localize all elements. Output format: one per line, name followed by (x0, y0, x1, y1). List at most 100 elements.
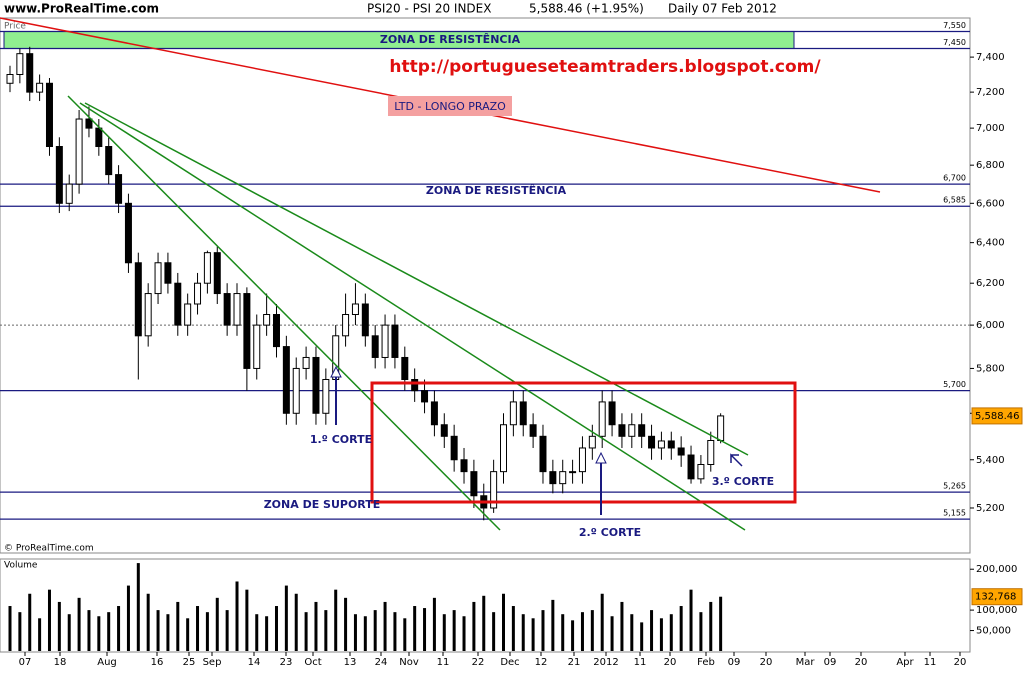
x-tick-label: 13 (344, 657, 357, 668)
y-tick-label: 7,000 (976, 123, 1005, 134)
volume-bar (47, 589, 51, 651)
candle-body (588, 435, 596, 449)
candle-body (65, 183, 73, 204)
level-label: 6,585 (943, 196, 966, 205)
volume-bar (541, 610, 545, 651)
candle-body (391, 324, 399, 358)
volume-bar (551, 599, 555, 651)
volume-bar (442, 614, 446, 651)
volume-bar (462, 616, 466, 651)
y-tick-label: 6,800 (976, 160, 1005, 171)
volume-bar (363, 616, 367, 651)
volume-bar (482, 595, 486, 651)
x-tick-label: 23 (280, 657, 293, 668)
last-price-box (971, 407, 1023, 425)
y-tick-label: 5,200 (976, 503, 1005, 514)
candle-body (618, 424, 626, 437)
volume-bar (166, 614, 170, 651)
volume-bar (511, 606, 515, 651)
candle-body (115, 174, 123, 204)
volume-bar (413, 606, 417, 651)
x-tick-label: 09 (824, 657, 837, 668)
volume-bar (709, 601, 713, 651)
volume-bar (274, 606, 278, 651)
candle-body (85, 118, 93, 129)
candle-body (411, 379, 419, 392)
volume-bar (28, 593, 32, 651)
candle-body (154, 262, 162, 295)
y-tick-label: 6,000 (976, 320, 1005, 331)
x-tick-label: Oct (304, 657, 321, 668)
candle-body (697, 463, 705, 480)
x-tick-label: 20 (760, 657, 773, 668)
site: www.ProRealTime.com (4, 2, 159, 16)
volume-bar (590, 610, 594, 651)
volume-bar (294, 593, 298, 651)
candle-body (707, 439, 715, 465)
arrow-head (595, 451, 607, 464)
candle-body (500, 424, 507, 473)
candle-body (578, 447, 586, 473)
volume-bar (146, 593, 150, 651)
volume-bar (107, 612, 111, 651)
candle-body (549, 471, 557, 485)
candle-body (36, 82, 44, 93)
volume-bar (472, 601, 476, 651)
copyright: © ProRealTime.com (4, 544, 94, 554)
x-tick-label: 20 (664, 657, 677, 668)
candle-body (628, 424, 636, 437)
candle-body (233, 293, 241, 326)
v-tick-label: 50,000 (976, 626, 1011, 637)
candle-body (342, 314, 350, 337)
candle-body (45, 82, 53, 148)
x-tick-label: 16 (151, 657, 164, 668)
candle-body (539, 435, 547, 473)
candle-body (213, 252, 221, 295)
volume-bar (205, 612, 209, 651)
trend-line (79, 102, 746, 531)
candle-body (717, 415, 725, 441)
volume-bar (304, 612, 308, 651)
volume-bar (314, 601, 318, 651)
candle-body (253, 324, 261, 369)
volume-bar (38, 618, 42, 651)
candle-body (401, 356, 409, 381)
candle-body (322, 379, 330, 414)
candle-body (124, 202, 132, 264)
candle-body (460, 459, 468, 473)
candles (6, 46, 725, 521)
candle-body (598, 401, 606, 437)
candle-body (430, 401, 438, 426)
volume-bar (423, 608, 427, 651)
level-label: 5,265 (943, 482, 966, 491)
trend-line (84, 102, 749, 456)
volume-bar (235, 581, 239, 651)
candle-body (105, 146, 113, 176)
candle-body (243, 293, 251, 369)
volume-bar (265, 616, 269, 651)
level-label: 7,550 (943, 21, 966, 30)
candle-body (608, 401, 616, 426)
quote: 5,588.46 (+1.95%) (529, 2, 644, 16)
candle-body (421, 390, 429, 403)
volume-bar (117, 606, 121, 651)
last-volume-box (971, 588, 1023, 606)
candle-body (657, 440, 665, 449)
x-tick-label: 20 (954, 657, 967, 668)
volume-bar (650, 610, 654, 651)
zone-label: ZONA DE RESISTÊNCIA (426, 184, 567, 197)
box (370, 381, 797, 504)
volume-bar (393, 612, 397, 651)
x-tick-label: Nov (399, 657, 419, 668)
level-label: 5,155 (943, 509, 966, 518)
y-tick-label: 5,400 (976, 455, 1005, 466)
candle-body (687, 454, 695, 480)
arrow-head (330, 365, 342, 378)
volume-bar (186, 618, 190, 651)
candle-body (361, 303, 369, 337)
volume-bar (580, 612, 584, 651)
volume-bar (452, 610, 456, 651)
volume-bar (659, 618, 663, 651)
candle-body (440, 424, 448, 437)
